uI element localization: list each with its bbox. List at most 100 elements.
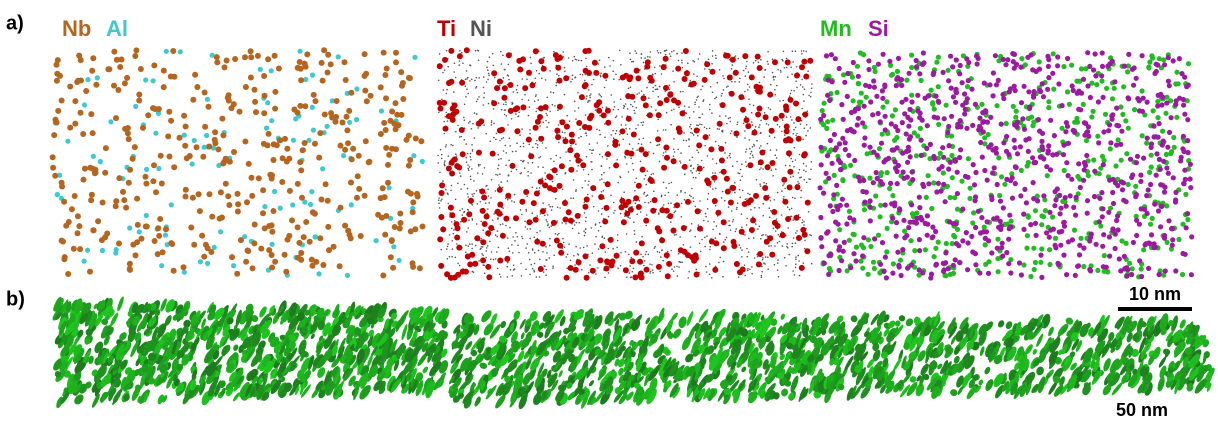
atom xyxy=(742,122,745,125)
atom xyxy=(538,276,541,278)
atom xyxy=(681,76,688,82)
atom xyxy=(760,119,762,122)
precipitate xyxy=(250,386,256,398)
atom xyxy=(308,201,314,208)
precipitate xyxy=(269,305,275,313)
atom xyxy=(519,172,522,175)
atom xyxy=(512,264,515,267)
atom xyxy=(732,219,735,221)
atom xyxy=(894,68,901,74)
atom xyxy=(465,161,468,163)
atom xyxy=(604,136,606,139)
atom xyxy=(739,247,742,249)
atom xyxy=(907,180,913,186)
atom xyxy=(512,91,515,93)
atom xyxy=(626,133,629,135)
atom xyxy=(635,182,642,189)
atom xyxy=(412,135,419,142)
atom xyxy=(766,142,769,145)
atom xyxy=(577,92,579,94)
atom xyxy=(750,209,752,211)
atom xyxy=(971,182,978,188)
atom xyxy=(467,164,469,166)
atom xyxy=(833,238,839,244)
atom xyxy=(67,83,74,90)
atom xyxy=(546,96,549,99)
atom xyxy=(129,155,136,162)
atom xyxy=(330,243,337,250)
atom xyxy=(591,168,593,171)
atom xyxy=(638,146,645,153)
precipitate xyxy=(228,371,238,382)
atom xyxy=(709,245,712,248)
atom xyxy=(866,66,872,73)
atom xyxy=(823,53,830,59)
atom xyxy=(673,138,675,140)
atom xyxy=(527,99,530,101)
atom xyxy=(1160,128,1166,134)
atom xyxy=(741,175,743,178)
atom xyxy=(942,272,948,279)
atom xyxy=(513,215,519,222)
atom xyxy=(783,103,789,110)
atom xyxy=(828,251,834,257)
atom xyxy=(474,79,476,82)
atom xyxy=(613,252,620,259)
atom xyxy=(805,124,808,126)
atom xyxy=(251,86,258,93)
atom xyxy=(1156,271,1162,278)
atom xyxy=(706,235,708,237)
precipitate xyxy=(425,381,434,399)
atom xyxy=(805,134,807,137)
precipitate xyxy=(355,342,360,353)
atom xyxy=(242,234,248,240)
atom xyxy=(1118,157,1124,163)
atom xyxy=(534,82,537,84)
atom xyxy=(553,50,555,53)
precipitate xyxy=(123,393,130,402)
atom xyxy=(594,243,596,245)
atom xyxy=(690,164,692,167)
atom xyxy=(761,234,763,237)
atom xyxy=(151,162,157,169)
atom xyxy=(51,132,58,139)
atom xyxy=(949,152,955,159)
atom xyxy=(972,101,979,107)
atom xyxy=(1031,266,1037,273)
atom xyxy=(1022,186,1028,192)
atom xyxy=(531,212,534,214)
atom xyxy=(1161,158,1167,164)
atom xyxy=(542,104,549,111)
atom xyxy=(861,52,867,58)
atom xyxy=(801,58,808,65)
atom xyxy=(639,160,642,163)
atom xyxy=(1144,135,1150,141)
atom xyxy=(1095,99,1101,105)
atom xyxy=(650,173,653,176)
atom xyxy=(102,169,109,176)
atom xyxy=(848,109,855,116)
atom xyxy=(729,229,732,231)
atom xyxy=(762,202,765,205)
atom xyxy=(1121,253,1127,259)
atom xyxy=(904,77,910,83)
atom xyxy=(817,185,823,191)
atom xyxy=(502,150,505,152)
precipitate xyxy=(137,367,144,374)
atom xyxy=(1077,184,1083,191)
atom xyxy=(786,246,789,249)
atom xyxy=(635,241,638,243)
atom xyxy=(901,217,907,223)
atom xyxy=(350,145,357,152)
atom xyxy=(453,71,456,73)
atom xyxy=(1115,137,1121,143)
atom xyxy=(729,116,731,119)
atom xyxy=(574,152,580,159)
atom xyxy=(102,145,109,152)
precipitate xyxy=(367,317,375,325)
atom xyxy=(721,92,723,95)
atom xyxy=(544,79,547,81)
atom xyxy=(1139,108,1145,114)
atom xyxy=(74,230,81,237)
atom xyxy=(648,178,655,184)
